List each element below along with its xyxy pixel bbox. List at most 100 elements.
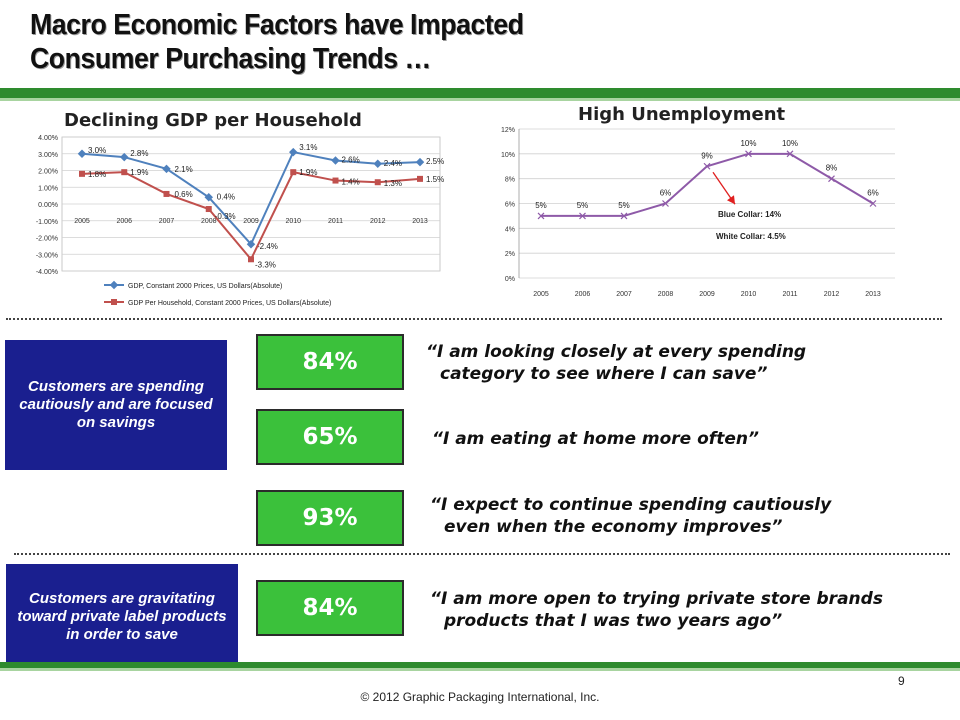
- gdp-data-label: 1.9%: [299, 168, 317, 177]
- gdp-x-tick-label: 2006: [116, 218, 132, 225]
- stat-box-65-home: 65%: [256, 409, 404, 465]
- quote-private-line-2: products that I was two years ago”: [444, 611, 783, 631]
- gdp-series-point-2: [121, 169, 128, 176]
- gdp-series-point-2: [290, 169, 297, 176]
- gdp-line-chart: 4.00% 3.00% 2.00% 1.00% 0.00% -1.00% -2.00% -3.…: [36, 135, 444, 307]
- stat-box-84-private: 84%: [256, 580, 404, 636]
- gdp-series-point-1: [289, 147, 298, 157]
- gdp-legend-marker-1: [109, 280, 119, 290]
- gdp-y-tick-label: -4.00%: [36, 269, 58, 276]
- unemployment-data-label: 10%: [782, 139, 798, 148]
- gdp-series-point-1: [246, 239, 256, 249]
- gdp-x-tick-label: 2008: [201, 218, 217, 225]
- gdp-x-tick-label: 2011: [328, 218, 343, 225]
- unemployment-data-label: 5%: [577, 201, 589, 210]
- unemployment-y-tick-label: 4%: [505, 226, 515, 233]
- gdp-series-point-1: [415, 157, 425, 167]
- gdp-series-point-2: [163, 190, 170, 197]
- gdp-x-tick-label: 2005: [74, 218, 90, 225]
- unemployment-y-tick-label: 8%: [505, 177, 515, 184]
- stat-box-93-cautious: 93%: [256, 490, 404, 546]
- annotation-arrowhead: [727, 195, 735, 205]
- gdp-legend-label-1: GDP, Constant 2000 Prices, US Dollars(Ab…: [128, 283, 282, 290]
- gdp-series-point-2: [417, 175, 423, 182]
- unemployment-series-point: [869, 200, 877, 207]
- unemployment-data-label: 8%: [826, 164, 838, 173]
- stat-box-84-save: 84%: [256, 334, 404, 390]
- unemployment-x-tick-label: 2013: [865, 291, 881, 298]
- gdp-data-label: -0.3%: [215, 212, 236, 221]
- gdp-series-point-2: [205, 206, 212, 213]
- gdp-series-point-1: [373, 159, 382, 169]
- title-line-2: Consumer Purchasing Trends …: [30, 43, 431, 75]
- gdp-series-point-2: [79, 170, 85, 177]
- unemployment-series-point: [662, 200, 669, 207]
- gdp-data-label: 1.9%: [130, 168, 148, 177]
- insight-box-private-label: Customers are gravitating toward private…: [6, 564, 238, 670]
- unemployment-x-tick-label: 2012: [824, 291, 840, 298]
- gdp-series-point-2: [332, 177, 339, 184]
- unemployment-y-tick-label: 12%: [501, 127, 515, 134]
- gdp-data-label: 2.1%: [175, 165, 193, 174]
- unemployment-y-tick-label: 2%: [505, 251, 515, 258]
- gdp-data-label: -3.3%: [255, 260, 276, 269]
- gdp-y-tick-label: -1.00%: [36, 219, 58, 226]
- gdp-data-label: 3.0%: [88, 146, 106, 155]
- footer-band-accent: [0, 668, 960, 671]
- title-line-1: Macro Economic Factors have Impacted: [30, 9, 524, 41]
- gdp-data-label: 0.6%: [175, 190, 193, 199]
- unemployment-x-tick-label: 2007: [616, 291, 632, 298]
- gdp-data-label: -2.4%: [257, 242, 278, 251]
- gdp-y-tick-label: 2.00%: [38, 169, 58, 176]
- unemployment-data-label: 9%: [701, 151, 713, 160]
- header-band-accent: [0, 98, 960, 101]
- gdp-data-label: 2.4%: [384, 159, 402, 168]
- gdp-x-tick-label: 2009: [243, 218, 259, 225]
- unemployment-data-label: 5%: [618, 201, 630, 210]
- gdp-legend-marker-2: [111, 299, 117, 305]
- unemployment-y-tick-label: 6%: [505, 202, 515, 209]
- gdp-data-label: 0.4%: [217, 192, 235, 201]
- gdp-series-point-1: [120, 152, 129, 162]
- page-number: 9: [898, 674, 905, 688]
- unemployment-data-label: 5%: [535, 201, 547, 210]
- gdp-x-tick-label: 2012: [370, 218, 386, 225]
- white-collar-annotation: White Collar: 4.5%: [716, 232, 786, 241]
- footer-band: [0, 662, 960, 668]
- quote-private: “I am more open to trying private store …: [430, 588, 883, 632]
- gdp-chart-heading: Declining GDP per Household: [64, 110, 362, 131]
- unemployment-data-label: 6%: [660, 189, 672, 198]
- gdp-y-tick-label: 3.00%: [38, 152, 58, 159]
- unemployment-x-tick-label: 2009: [699, 291, 715, 298]
- section-divider-top: [6, 318, 942, 320]
- gdp-data-label: 3.1%: [299, 143, 317, 152]
- gdp-data-label: 1.3%: [384, 179, 402, 188]
- gdp-series-point-2: [374, 179, 381, 186]
- quote-save-line-2: category to see where I can save”: [440, 364, 768, 384]
- gdp-data-label: 1.8%: [88, 170, 106, 179]
- unemployment-line-chart: 12% 10% 8% 6% 4% 2% 0% 2005 2006 2007 2008 2009 2010…: [501, 127, 895, 298]
- unemployment-series-point: [537, 212, 545, 220]
- section-divider-middle: [14, 553, 950, 555]
- gdp-y-tick-label: 1.00%: [38, 185, 58, 192]
- header-band: [0, 88, 960, 98]
- unemployment-series-point: [620, 212, 628, 220]
- gdp-data-label: 2.5%: [426, 157, 444, 166]
- quote-save: “I am looking closely at every spending …: [426, 341, 806, 385]
- gdp-series-point-1: [331, 156, 340, 165]
- unemployment-series-point: [786, 150, 794, 158]
- quote-save-line-1: “I am looking closely at every spending: [426, 342, 807, 362]
- unemployment-x-tick-label: 2008: [658, 291, 674, 298]
- gdp-data-label: 1.5%: [426, 175, 444, 184]
- unemployment-y-tick-label: 0%: [505, 276, 515, 283]
- insight-box-cautious-spending: Customers are spending cautiously and ar…: [5, 340, 227, 470]
- quote-cautious-line-1: “I expect to continue spending cautiousl…: [430, 495, 832, 515]
- quote-cautious-line-2: even when the economy improves”: [444, 517, 783, 537]
- slide-title: Macro Economic Factors have Impacted Con…: [30, 8, 524, 76]
- quote-cautious: “I expect to continue spending cautiousl…: [430, 494, 831, 538]
- unemployment-x-tick-label: 2006: [575, 291, 591, 298]
- unemployment-series-point: [579, 212, 586, 220]
- copyright-footer: © 2012 Graphic Packaging International, …: [360, 690, 600, 704]
- gdp-data-label: 2.6%: [342, 155, 360, 164]
- unemployment-series-point: [703, 162, 711, 170]
